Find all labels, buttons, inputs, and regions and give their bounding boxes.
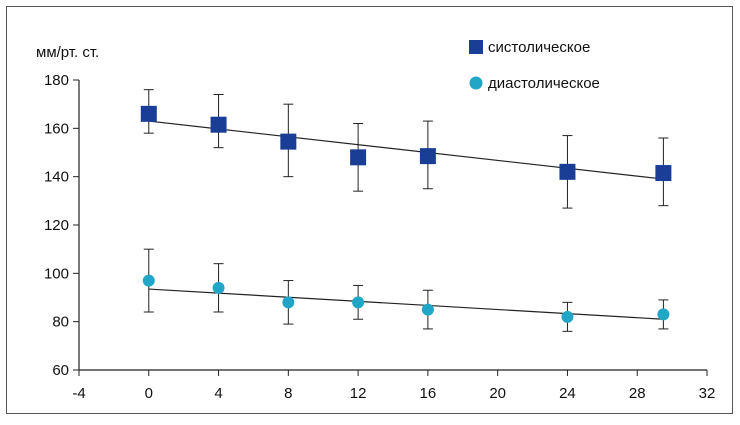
systolic-point <box>559 163 576 180</box>
x-tick-label: 8 <box>284 385 292 402</box>
x-tick-label: -4 <box>72 385 85 402</box>
systolic-point <box>419 148 436 165</box>
systolic-point <box>350 149 367 166</box>
diastolic-trend-line <box>148 288 664 320</box>
y-tick-label: 100 <box>44 265 69 282</box>
systolic-trend-line <box>148 120 664 180</box>
diastolic-legend-marker <box>469 76 483 90</box>
diastolic-point <box>657 308 670 321</box>
x-tick-label: 0 <box>145 385 153 402</box>
diastolic-point <box>212 281 225 294</box>
diastolic-legend-label: диастолическое <box>488 75 600 92</box>
systolic-point <box>140 105 157 122</box>
diastolic-point <box>142 274 155 287</box>
x-tick-label: 4 <box>214 385 222 402</box>
y-tick-label: 160 <box>44 120 69 137</box>
x-tick-label: 32 <box>699 385 716 402</box>
x-tick-label: 24 <box>559 385 576 402</box>
diastolic-point <box>352 296 365 309</box>
y-tick-label: 60 <box>52 362 69 379</box>
y-tick-label: 140 <box>44 169 69 186</box>
diastolic-point <box>421 303 434 316</box>
systolic-legend-marker <box>469 40 483 54</box>
systolic-point <box>280 133 297 150</box>
systolic-legend-label: систолическое <box>488 39 590 56</box>
y-tick-label: 120 <box>44 217 69 234</box>
systolic-point <box>655 165 672 182</box>
systolic-point <box>210 116 227 133</box>
x-tick-label: 16 <box>420 385 437 402</box>
y-tick-label: 180 <box>44 72 69 89</box>
chart-border <box>6 6 733 414</box>
diastolic-point <box>282 296 295 309</box>
diastolic-point <box>561 310 574 323</box>
plot-area: -4 0 4 8 12 16 20 24 28 32 60 80 100 120 140 160 180 <box>44 72 715 402</box>
y-axis-label: мм/рт. ст. <box>36 44 99 61</box>
x-tick-label: 20 <box>489 385 506 402</box>
legend: систолическое диастолическое <box>469 39 600 92</box>
x-tick-label: 28 <box>629 385 646 402</box>
x-tick-label: 12 <box>350 385 367 402</box>
y-tick-label: 80 <box>52 314 69 331</box>
